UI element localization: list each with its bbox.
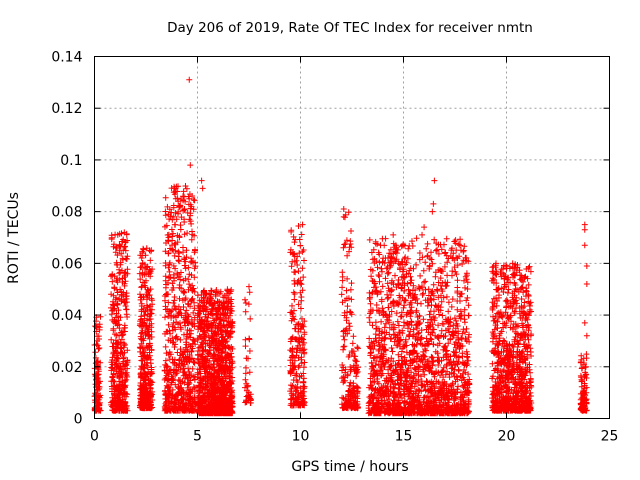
outlier-point xyxy=(503,265,510,272)
outlier-point xyxy=(431,177,438,184)
axis-ticks xyxy=(94,56,610,419)
outlier-point xyxy=(509,260,516,267)
x-axis-label: GPS time / hours xyxy=(291,459,408,475)
outlier-point xyxy=(419,231,426,238)
outlier-point xyxy=(581,226,588,233)
outlier-point xyxy=(170,213,177,220)
outlier-point xyxy=(501,275,508,282)
outlier-point xyxy=(199,185,206,192)
outlier-point xyxy=(172,195,179,202)
outlier-point xyxy=(299,221,306,228)
x-tick-label: 0 xyxy=(90,429,99,445)
outlier-point xyxy=(581,242,588,249)
outlier-point xyxy=(583,262,590,269)
outlier-point xyxy=(581,221,588,228)
y-tick-label: 0.14 xyxy=(51,50,82,66)
cluster-points xyxy=(91,183,590,417)
y-tick-label: 0.12 xyxy=(51,101,82,117)
outlier-point xyxy=(187,162,194,169)
y-tick-labels: 0 0.02 0.04 0.06 0.08 0.1 0.12 0.14 xyxy=(51,50,82,428)
y-tick-label: 0.04 xyxy=(51,308,82,324)
y-axis-label: ROTI / TECUs xyxy=(6,192,22,284)
outlier-point xyxy=(171,185,178,192)
x-tick-label: 10 xyxy=(292,429,310,445)
x-tick-labels: 0 5 10 15 20 25 xyxy=(90,429,618,445)
y-tick-label: 0.08 xyxy=(51,205,82,221)
outlier-point xyxy=(340,206,347,213)
outlier-point xyxy=(581,319,588,326)
data-points xyxy=(91,76,590,417)
y-tick-label: 0.1 xyxy=(60,153,82,169)
outlier-point xyxy=(186,76,193,83)
y-tick-label: 0.02 xyxy=(51,360,82,376)
outlier-point xyxy=(246,283,252,290)
outlier-point xyxy=(429,208,436,215)
outlier-point xyxy=(390,231,397,238)
outlier-point xyxy=(295,268,302,275)
outlier-point xyxy=(583,281,590,288)
outlier-point xyxy=(340,213,347,220)
outlier-point xyxy=(291,296,298,303)
y-tick-label: 0 xyxy=(74,412,83,428)
y-tick-label: 0.06 xyxy=(51,256,82,272)
outlier-point xyxy=(338,291,345,298)
outlier-point xyxy=(421,224,428,231)
chart-title: Day 206 of 2019, Rate Of TEC Index for r… xyxy=(167,20,533,36)
outlier-point xyxy=(198,177,205,184)
x-tick-label: 15 xyxy=(395,429,413,445)
outlier-point xyxy=(583,332,590,339)
x-tick-label: 20 xyxy=(498,429,516,445)
outlier-point xyxy=(430,200,437,207)
outlier-point xyxy=(293,257,300,264)
x-tick-label: 25 xyxy=(601,429,619,445)
plot-frame xyxy=(94,56,610,419)
x-tick-label: 5 xyxy=(193,429,202,445)
